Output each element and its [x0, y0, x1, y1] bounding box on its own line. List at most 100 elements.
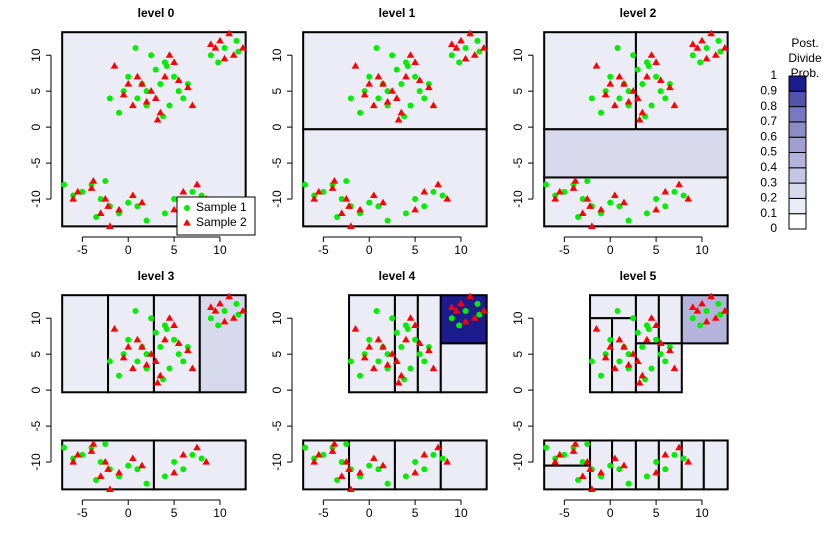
point — [420, 187, 429, 195]
point — [171, 459, 178, 466]
region — [543, 128, 729, 179]
point — [398, 343, 405, 350]
point — [174, 339, 183, 346]
y-tick-label: 5 — [270, 88, 284, 95]
point — [402, 335, 410, 343]
point — [457, 299, 465, 307]
point — [388, 350, 396, 357]
point — [629, 87, 637, 94]
y-tick-label: -10 — [29, 190, 43, 208]
point — [342, 458, 351, 465]
point — [229, 51, 238, 58]
point — [161, 335, 169, 343]
colorbar-tick-label: 0.7 — [760, 114, 777, 128]
point — [101, 458, 110, 465]
point — [73, 187, 82, 195]
point — [652, 205, 660, 213]
point — [129, 454, 137, 462]
point — [555, 450, 564, 458]
point — [662, 358, 669, 365]
point — [652, 468, 660, 476]
y-tick-label: 0 — [270, 386, 284, 393]
region — [657, 342, 683, 394]
point — [106, 95, 113, 102]
point — [430, 188, 437, 195]
point — [543, 444, 550, 451]
point — [643, 72, 651, 80]
x-tick-label: 5 — [412, 506, 419, 520]
point — [143, 480, 150, 487]
x-tick-label: 10 — [695, 243, 709, 257]
point — [360, 353, 369, 361]
point — [337, 209, 346, 217]
point — [328, 184, 337, 191]
y-tick-label: 10 — [270, 48, 284, 62]
x-tick-label: 5 — [653, 243, 660, 257]
point — [657, 351, 664, 358]
colorbar-tick-label: 0.8 — [760, 99, 777, 113]
point — [412, 73, 419, 80]
point — [193, 443, 201, 451]
point — [193, 180, 201, 188]
point — [648, 102, 655, 109]
x-tick-label: -5 — [318, 243, 329, 257]
point — [466, 29, 474, 37]
point — [384, 217, 391, 224]
x-tick-label: 10 — [695, 506, 709, 520]
point — [551, 195, 559, 202]
point — [138, 461, 146, 469]
panel-title: level 3 — [138, 269, 175, 283]
x-tick-label: 0 — [607, 506, 614, 520]
colorbar-cell — [788, 136, 807, 153]
point — [578, 209, 587, 217]
point — [188, 364, 197, 372]
point — [133, 335, 142, 343]
point — [715, 300, 722, 307]
point — [647, 51, 656, 58]
point — [630, 315, 637, 322]
point — [142, 97, 151, 105]
point — [180, 95, 187, 102]
point — [119, 90, 128, 98]
x-tick-label: 10 — [213, 506, 227, 520]
y-tick-label: -5 — [270, 157, 284, 168]
point — [179, 450, 188, 458]
point — [124, 79, 133, 87]
point — [151, 357, 160, 364]
point — [711, 51, 720, 58]
point — [578, 472, 587, 480]
point — [614, 45, 621, 52]
point — [102, 178, 109, 185]
x-tick-label: 5 — [653, 506, 660, 520]
point — [611, 101, 619, 109]
point — [416, 351, 423, 358]
point — [715, 37, 722, 44]
panel-title: level 4 — [379, 269, 416, 283]
point — [157, 343, 164, 350]
point — [571, 440, 580, 447]
point — [633, 357, 642, 364]
point — [588, 95, 595, 102]
point — [383, 360, 392, 368]
point — [698, 36, 706, 44]
point — [125, 462, 132, 469]
point — [170, 468, 178, 476]
point — [175, 88, 182, 95]
point — [634, 66, 641, 73]
point — [415, 339, 424, 346]
point — [188, 101, 197, 109]
y-tick-label: 0 — [29, 386, 43, 393]
point — [592, 61, 601, 69]
region — [393, 439, 442, 491]
point — [656, 339, 665, 346]
point — [207, 315, 214, 322]
point — [129, 101, 137, 109]
point — [648, 365, 655, 372]
point — [239, 307, 247, 314]
point — [620, 79, 628, 87]
point — [588, 485, 596, 492]
colorbar-cell — [788, 213, 807, 230]
point — [588, 358, 595, 365]
point — [404, 325, 411, 332]
point — [89, 177, 98, 184]
